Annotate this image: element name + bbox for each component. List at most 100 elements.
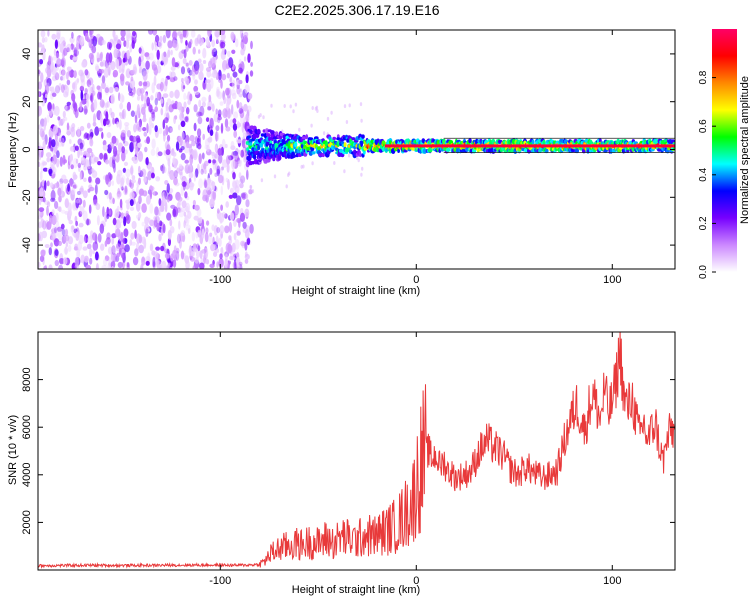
spectrogram-noise-blob: [79, 101, 83, 112]
spectrogram-noise-blob: [72, 158, 78, 169]
spectrogram-noise-blob: [178, 220, 181, 230]
spectrogram-noise-blob: [148, 186, 155, 191]
x-tick-label: -100: [209, 274, 231, 286]
spectrogram-noise-blob: [43, 121, 46, 131]
spectrogram-noise-blob: [131, 40, 135, 49]
spectrogram-noise-blob: [125, 168, 131, 178]
spectrogram-noise-blob: [134, 229, 137, 239]
spectrogram-noise-blob: [188, 172, 194, 179]
spectrogram-noise-blob: [51, 214, 57, 226]
spectrogram-noise-blob: [170, 49, 173, 56]
spectrogram-noise-blob: [181, 200, 187, 208]
spectrogram-noise-blob: [88, 84, 92, 94]
spectrogram-noise-blob: [239, 182, 244, 189]
spectrogram-noise-blob: [192, 72, 196, 81]
spectrogram-noise-blob: [64, 85, 69, 96]
spectrogram-noise-blob: [204, 247, 209, 259]
spectrogram-noise-blob: [145, 256, 151, 263]
spectrogram-noise-blob: [343, 169, 346, 174]
spectrogram-noise-blob: [159, 81, 164, 92]
spectrogram-noise-blob: [198, 178, 204, 189]
spectrogram-noise-blob: [178, 163, 183, 170]
spectrogram-noise-blob: [67, 104, 71, 110]
spectrogram-noise-blob: [232, 71, 238, 78]
spectrogram-noise-blob: [214, 131, 220, 142]
spectrogram-noise-blob: [107, 246, 113, 255]
spectrogram-noise-blob: [244, 36, 248, 45]
spectrogram-noise-blob: [230, 31, 235, 41]
spectrogram-noise-blob: [201, 101, 206, 108]
spectrogram-noise-blob: [62, 110, 66, 118]
spectrogram-noise-blob: [39, 212, 42, 218]
spectrogram-noise-blob: [108, 192, 112, 200]
spectrogram-noise-blob: [57, 187, 62, 197]
spectrogram-noise-blob: [42, 161, 48, 166]
spectrogram-noise-blob: [185, 224, 191, 231]
spectrogram-noise-blob: [224, 143, 228, 149]
spectrogram-carrier-mark: [306, 147, 311, 151]
spectrogram-noise-blob: [194, 90, 200, 95]
spectrogram-noise-blob: [148, 52, 154, 61]
spectrogram-noise-blob: [287, 173, 290, 177]
spectrogram-noise-blob: [87, 164, 91, 170]
spectrogram-noise-blob: [58, 206, 62, 213]
spectrogram-noise-blob: [181, 131, 185, 141]
x-tick-label: 100: [603, 274, 621, 286]
spectrogram-noise-blob: [44, 264, 48, 269]
spectrogram-noise-blob: [138, 56, 142, 67]
spectrogram-noise-blob: [236, 139, 242, 144]
spectrogram-x-ticks: -100 0 100: [209, 30, 621, 286]
spectrogram-noise-blob: [129, 79, 136, 89]
spectrogram-noise-blob: [82, 199, 86, 208]
spectrogram-noise-blob: [360, 172, 363, 177]
spectrogram-noise-blob: [181, 77, 184, 83]
spectrogram-noise-blob: [238, 67, 243, 74]
spectrogram-noise-blob: [184, 215, 188, 224]
spectrogram-noise-blob: [91, 90, 96, 96]
spectrogram-noise-blob: [209, 263, 215, 268]
spectrogram-noise-blob: [292, 109, 295, 114]
spectrogram-noise-blob: [189, 134, 195, 142]
spectrogram-noise-blob: [246, 237, 251, 246]
spectrogram-noise-blob: [80, 90, 84, 101]
spectrogram-noise-blob: [122, 108, 127, 120]
spectrogram-noise-blob: [130, 69, 136, 75]
spectrogram-noise-blob: [46, 82, 50, 92]
spectrogram-noise-blob: [170, 253, 174, 262]
spectrogram-noise-blob: [40, 249, 46, 257]
spectrogram-carrier-core: [384, 144, 675, 148]
spectrogram-noise-blob: [126, 101, 131, 112]
spectrogram-noise-blob: [182, 85, 186, 90]
spectrogram-noise-blob: [204, 169, 207, 175]
spectrogram-noise-blob: [244, 84, 250, 94]
spectrogram-noise-blob: [56, 30, 61, 39]
spectrogram-noise-blob: [116, 58, 120, 70]
spectrogram-noise-blob: [289, 104, 292, 109]
spectrogram-carrier-mark: [359, 140, 364, 145]
spectrogram-noise-blob: [147, 164, 153, 172]
spectrogram-noise-blob: [159, 220, 163, 227]
spectrogram-noise-blob: [79, 206, 85, 215]
spectrogram-noise-blob: [101, 75, 106, 84]
spectrogram-noise-blob: [230, 89, 236, 96]
y-tick-label: 2000: [21, 510, 33, 534]
spectrogram-noise-blob: [185, 205, 189, 213]
spectrogram-noise-blob: [99, 61, 104, 67]
spectrogram-noise-blob: [132, 256, 139, 266]
spectrogram-noise-blob: [92, 232, 97, 241]
spectrogram-noise-blob: [298, 127, 301, 132]
spectrogram-noise-blob: [114, 87, 119, 92]
spectrogram-noise-blob: [91, 45, 97, 54]
y-tick-label: 40: [21, 48, 33, 60]
spectrogram-noise-blob: [158, 127, 163, 135]
spectrogram-noise-blob: [260, 178, 264, 183]
spectrogram-noise-blob: [50, 61, 55, 69]
spectrogram-noise-blob: [120, 129, 127, 137]
spectrogram-noise-blob: [141, 256, 146, 266]
spectrogram-noise-blob: [242, 221, 247, 229]
spectrogram-noise-blob: [126, 214, 131, 224]
spectrogram-noise-blob: [152, 190, 156, 196]
colorbar-tick-label: 0.6: [698, 119, 709, 133]
spectrogram-noise-blob: [138, 165, 141, 174]
